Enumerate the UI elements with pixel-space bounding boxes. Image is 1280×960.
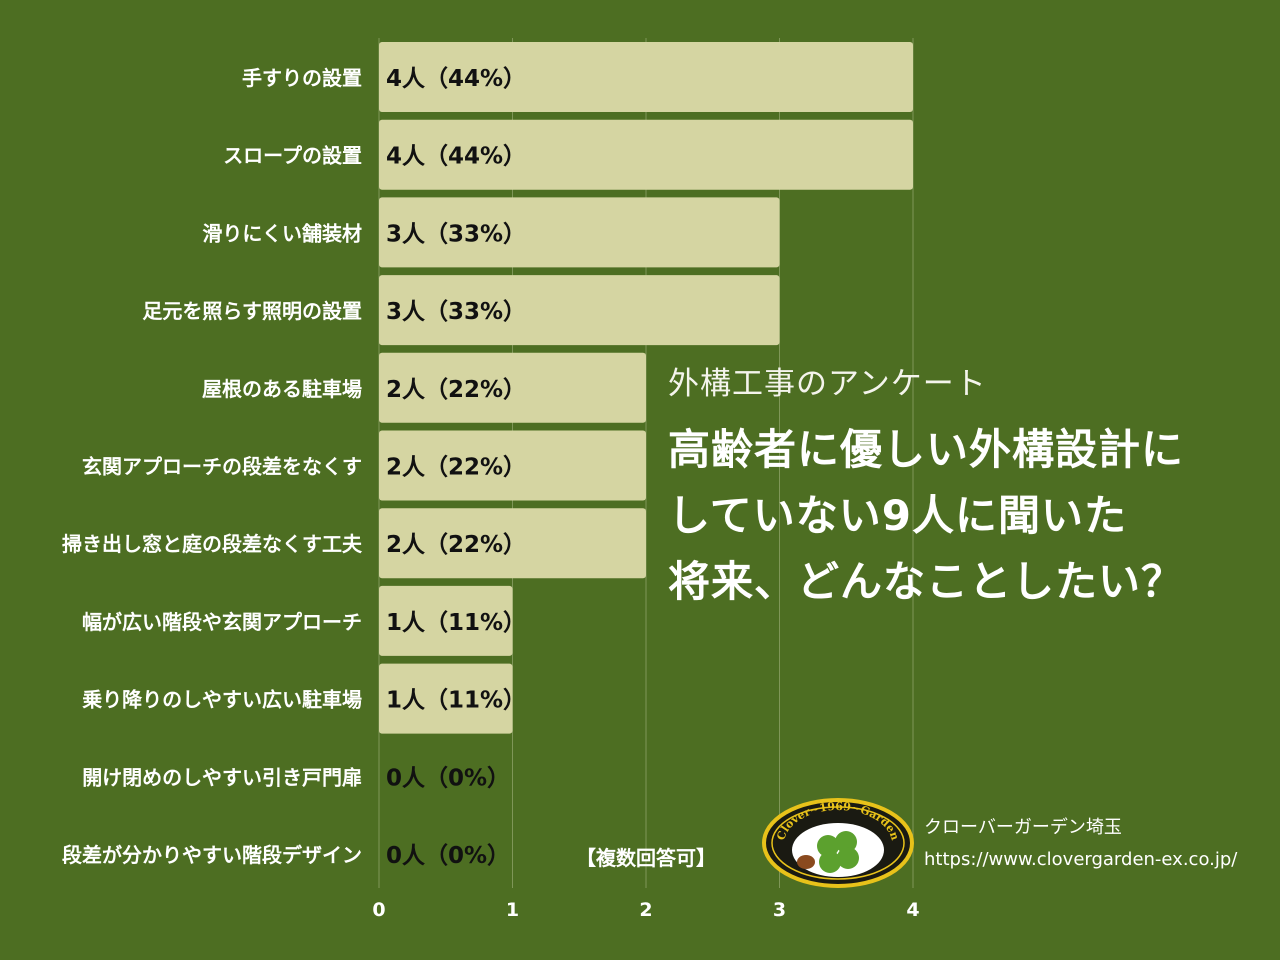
bar-0 (379, 42, 913, 112)
data-label-6: 2人（22%） (386, 531, 526, 558)
bar-8 (379, 663, 513, 734)
data-label-5: 2人（22%） (386, 454, 526, 481)
title-block: 外構工事のアンケート 高齢者に優しい外構設計に していない9人に聞いた 将来、ど… (668, 358, 1184, 615)
bar-3 (379, 275, 780, 346)
company-info: クローバーガーデン埼玉 https://www.clovergarden-ex.… (924, 812, 1237, 876)
x-tick-label-4: 4 (906, 899, 919, 921)
category-label-6: 掃き出し窓と庭の段差なくす工夫 (62, 532, 363, 556)
bar-4 (379, 352, 646, 423)
x-tick-label-1: 1 (506, 899, 519, 921)
category-label-4: 屋根のある駐車場 (202, 377, 362, 401)
category-label-2: 滑りにくい舗装材 (202, 221, 362, 245)
bar-1 (379, 119, 913, 190)
bar-5 (379, 430, 646, 501)
data-label-2: 3人（33%） (386, 220, 526, 247)
data-label-0: 4人（44%） (386, 65, 526, 92)
data-label-1: 4人（44%） (386, 143, 526, 170)
clover-garden-logo: Clover~1969~Garden (762, 798, 914, 888)
data-label-7: 1人（11%） (386, 609, 526, 636)
category-label-0: 手すりの設置 (242, 66, 362, 90)
chart-title-line-1: 高齢者に優しい外構設計に (668, 425, 1185, 474)
bar-6 (379, 508, 646, 579)
data-label-3: 3人（33%） (386, 298, 526, 325)
data-label-10: 0人（0%） (386, 842, 510, 869)
x-tick-label-3: 3 (773, 899, 786, 921)
bar-2 (379, 197, 780, 268)
chart-title-line-2: していない9人に聞いた (668, 491, 1127, 540)
chart-subtitle: 外構工事のアンケート (668, 366, 987, 402)
category-label-7: 幅が広い階段や玄関アプローチ (82, 610, 362, 634)
multiple-answers-note: 【複数回答可】 (576, 846, 716, 870)
bar-7 (379, 585, 513, 656)
category-label-8: 乗り降りのしやすい広い駐車場 (82, 688, 362, 712)
category-label-1: スロープの設置 (223, 144, 362, 168)
company-name: クローバーガーデン埼玉 (924, 817, 1122, 838)
chart-title-line-3: 将来、どんなことしたい？ (668, 557, 1185, 606)
category-label-9: 開け閉めのしやすい引き戸門扉 (82, 765, 362, 789)
x-tick-label-0: 0 (372, 899, 385, 921)
x-tick-label-2: 2 (639, 899, 652, 921)
data-label-8: 1人（11%） (386, 687, 526, 714)
category-label-3: 足元を照らす照明の設置 (142, 299, 362, 323)
category-label-5: 玄関アプローチの段差をなくす (82, 455, 362, 479)
category-label-10: 段差が分かりやすい階段デザイン (62, 843, 362, 867)
data-label-9: 0人（0%） (386, 764, 510, 791)
company-url[interactable]: https://www.clovergarden-ex.co.jp/ (924, 849, 1238, 870)
data-label-4: 2人（22%） (386, 376, 526, 403)
